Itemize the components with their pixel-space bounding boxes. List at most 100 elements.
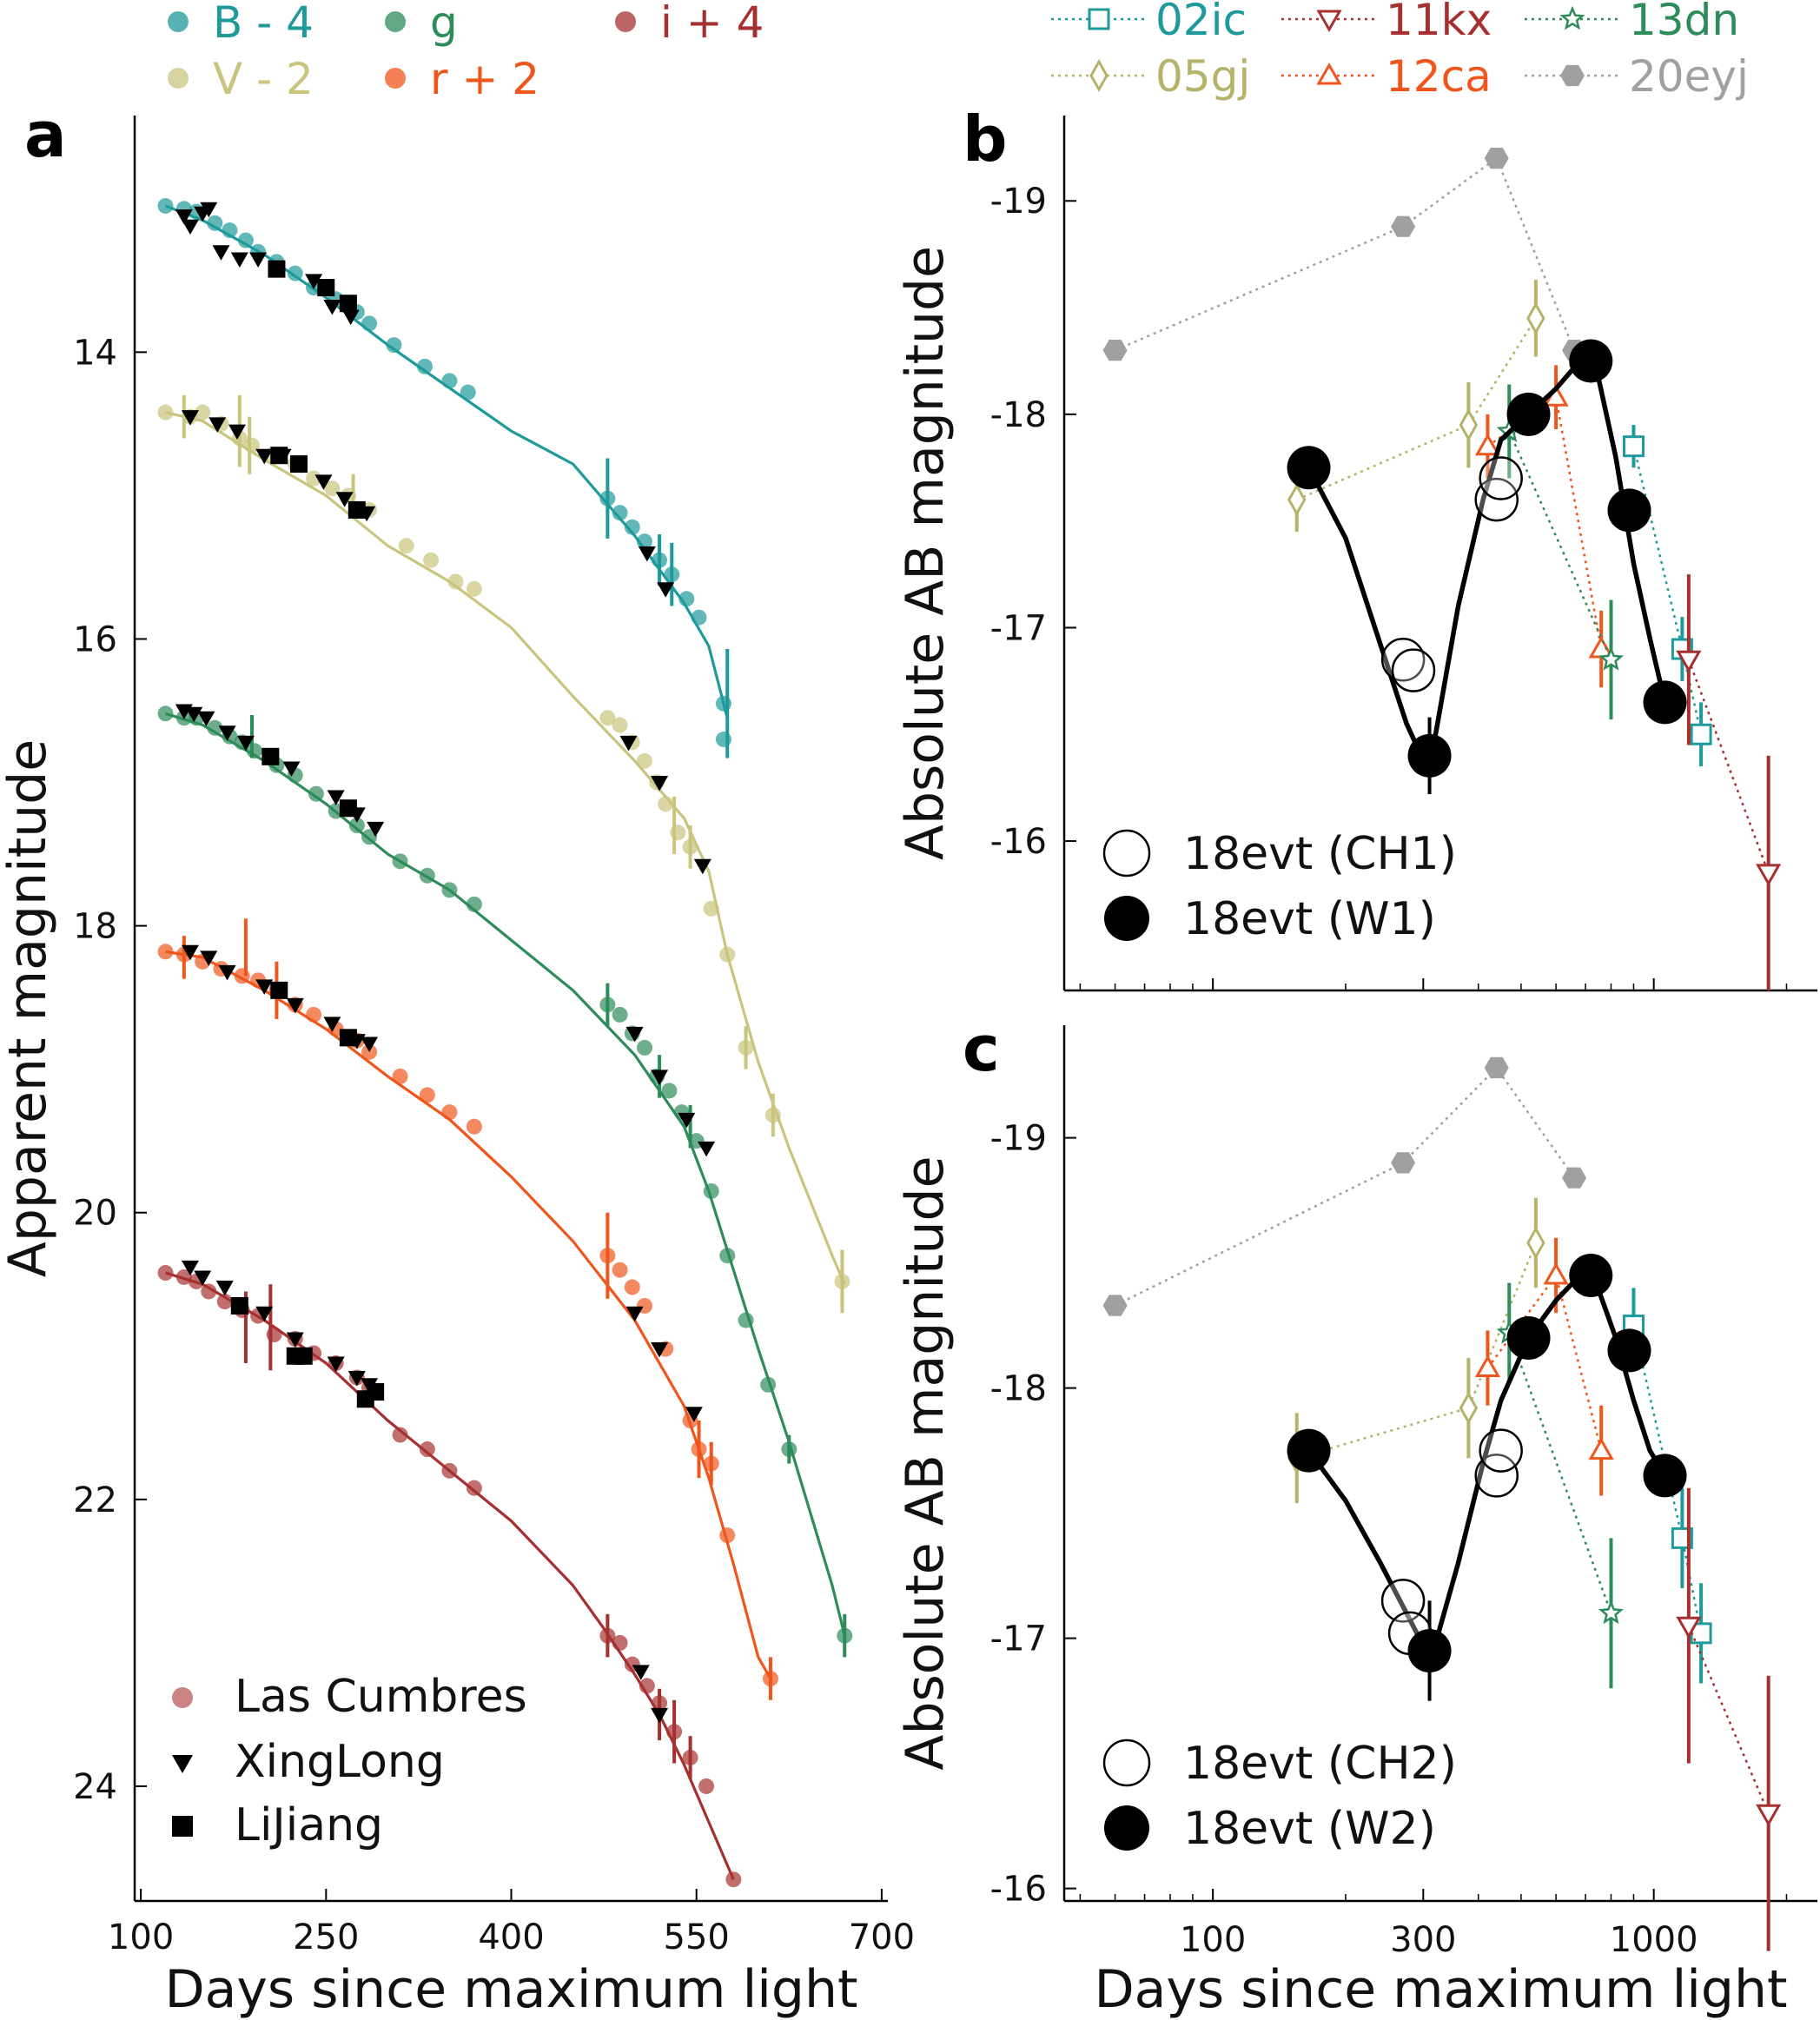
panel-a-lco-point <box>417 358 433 374</box>
panel-a-lco-point <box>691 609 707 626</box>
panel-a-lco-point <box>419 1441 435 1458</box>
panel-c-18evt-filled-point <box>1506 1316 1551 1360</box>
panel-a-y-tick-label: 16 <box>73 619 117 659</box>
panel-a-x-tick-label: 550 <box>664 1917 730 1957</box>
panel-c-y-tick-label: -19 <box>990 1119 1047 1159</box>
panel-c-chart: 100 300 1000 -16 -17 -18 -19 Absolute AB magnit… <box>895 1025 1817 2020</box>
panel-c-point-20eyj <box>1102 1295 1128 1316</box>
panel-c-legend-label-filled: 18evt (W2) <box>1183 1803 1436 1855</box>
legend-marker-lijiang <box>172 1816 193 1837</box>
legends: 02ic 05gj 11kx 12ca 13dn 20eyj <box>1051 0 1749 102</box>
panel-c-y-axis-title: Absolute AB magnitude <box>895 1156 956 1770</box>
panel-a-lco-point <box>781 1441 797 1458</box>
panel-a-lco-point <box>639 1678 655 1694</box>
legend-marker-xinglong <box>172 1755 193 1773</box>
panel-b-point-02ic <box>1622 435 1645 458</box>
panel-a-xinglong-point <box>685 1407 703 1422</box>
panel-c-x-tick-label: 100 <box>1180 1920 1246 1960</box>
panel-c-y-tick-label: -18 <box>990 1369 1047 1409</box>
panel-a-lco-point <box>234 968 250 984</box>
panel-a-lco-point <box>664 566 680 583</box>
panel-a-lco-point <box>599 1627 616 1644</box>
panel-c-dotted-line-13dn <box>1508 1332 1612 1614</box>
panel-a-xinglong-point <box>200 950 218 966</box>
panel-a-series-0 <box>157 197 731 758</box>
panel-a-lco-point <box>392 1068 408 1084</box>
panel-a-xinglong-point <box>361 1036 379 1052</box>
panel-c-point-05gj <box>1526 1226 1545 1260</box>
panel-a-lco-point <box>207 719 223 736</box>
panel-a-lco-point <box>691 1441 707 1458</box>
panel-a-lijiang-point <box>347 500 366 519</box>
panel-b-point-20eyj <box>1391 215 1416 237</box>
panel-a-xinglong-point <box>367 821 385 838</box>
panel-c-18evt-filled-point <box>1607 1328 1651 1373</box>
panel-a-xinglong-point <box>327 1356 345 1373</box>
legend-label-band: i + 4 <box>660 0 764 48</box>
panel-a-lco-point <box>762 1671 778 1687</box>
panel-a-xinglong-point <box>323 300 341 315</box>
panel-a-xinglong-point <box>185 706 203 723</box>
panel-a-lco-point <box>441 373 458 389</box>
panel-a-xinglong-point <box>282 761 301 778</box>
panel-c-x-tick-label: 1000 <box>1610 1920 1698 1960</box>
panel-a-series-2 <box>157 704 853 1658</box>
panel-a-lco-point <box>661 1083 678 1099</box>
panel-b-legend-marker-open <box>1102 829 1151 878</box>
panel-b-y-tick-label: -17 <box>990 608 1047 648</box>
panel-a-xinglong-point <box>230 252 248 268</box>
panel-b-series-02ic <box>1622 425 1712 767</box>
panel-b-legend-label-filled: 18evt (W1) <box>1183 893 1436 945</box>
panel-label-a: a <box>24 98 67 171</box>
panel-a-x-axis-title: Days since maximum light <box>164 1959 857 2020</box>
panel-a-lco-point <box>175 1268 192 1285</box>
panel-c-dotted-line-20eyj <box>1115 1066 1576 1307</box>
panel-a-xinglong-point <box>657 582 675 598</box>
panel-c-point-13dn <box>1598 1599 1624 1625</box>
panel-c-series-20eyj <box>1102 1056 1587 1316</box>
panel-c-x-tick-label: 300 <box>1390 1920 1456 1960</box>
panel-c-18evt-filled-point <box>1407 1629 1452 1672</box>
panel-b-chart: -16 -17 -18 -19 Absolute AB magnitude 18evt (… <box>895 116 1817 992</box>
panel-a-lco-point <box>637 533 653 550</box>
panel-a-lco-point <box>419 867 435 884</box>
panel-b-legend-label-open: 18evt (CH1) <box>1183 828 1457 880</box>
panel-a-lco-point <box>447 573 464 590</box>
panel-a-lco-point <box>441 882 458 898</box>
panel-a-fit-curve <box>165 1271 735 1880</box>
panel-b-dotted-line-11kx <box>1687 659 1770 874</box>
panel-a-band-legend: B - 4 V - 2 g r + 2 i + 4 <box>168 0 764 104</box>
panel-b-dotted-line-13dn <box>1508 430 1612 660</box>
panel-a-lco-point <box>599 1248 616 1264</box>
panel-b-point-11kx <box>1676 650 1702 673</box>
panel-a-lijiang-point <box>270 447 288 465</box>
legend-label-telescope: XingLong <box>235 1736 445 1788</box>
panel-a-lco-point <box>306 470 322 487</box>
panel-c-legend-marker-open <box>1102 1739 1151 1787</box>
panel-a-lijiang-point <box>268 260 286 278</box>
panel-a-lco-point <box>361 315 378 332</box>
panel-a-xinglong-point <box>651 1707 669 1724</box>
panel-c-series-18evt <box>1287 1254 1687 1701</box>
panel-a-lco-point <box>624 1279 640 1295</box>
panel-a-xinglong-point <box>249 252 268 268</box>
panel-a-lijiang-point <box>317 279 335 297</box>
panel-b-legend-marker-filled <box>1104 896 1149 941</box>
panel-b-y-axis-title: Absolute AB magnitude <box>895 246 956 860</box>
panel-a-xinglong-point <box>632 1665 650 1680</box>
panel-b-18evt-filled-point <box>1643 680 1687 725</box>
panel-a-lco-point <box>157 197 174 214</box>
panel-a-lijiang-point <box>290 455 308 474</box>
panel-b-legend: 18evt (CH1) 18evt (W1) <box>1102 828 1457 945</box>
legend-marker-las-cumbres <box>172 1687 193 1708</box>
panel-a-lco-point <box>715 695 731 712</box>
panel-b-series-18evt <box>1287 339 1687 795</box>
panel-a-lco-point <box>216 1294 233 1310</box>
panel-c-legend-marker-filled <box>1104 1805 1149 1851</box>
panel-a-xinglong-point <box>651 1342 669 1358</box>
legend-label-telescope: Las Cumbres <box>235 1671 527 1723</box>
panel-a-lco-point <box>599 490 616 507</box>
legend-marker-05gj <box>1089 58 1109 93</box>
panel-b-series-20eyj <box>1102 148 1587 361</box>
